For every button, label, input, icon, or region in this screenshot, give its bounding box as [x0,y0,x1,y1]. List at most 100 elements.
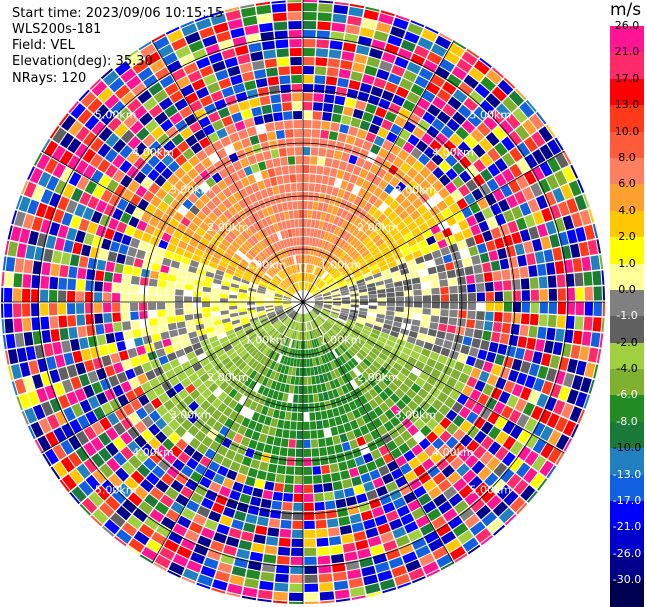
velocity-gate [287,12,302,21]
velocity-gate [366,282,376,288]
velocity-gate [257,209,265,220]
velocity-gate [228,364,238,374]
velocity-gate [414,233,425,243]
velocity-gate [82,148,96,164]
velocity-gate [307,385,313,394]
velocity-gate [74,143,89,159]
velocity-gate [301,313,303,322]
velocity-gate [44,140,59,157]
velocity-gate [431,294,440,302]
velocity-gate [328,49,342,59]
velocity-gate [190,336,200,345]
velocity-gate [342,542,356,553]
velocity-gate [114,536,127,547]
velocity-gate [319,582,334,592]
velocity-gate [223,344,233,353]
colorbar-cell: 0.0 [610,283,644,317]
velocity-gate [388,102,401,115]
velocity-gate [294,219,299,228]
velocity-gate [224,325,233,332]
velocity-gate [247,174,257,185]
velocity-gate [23,332,34,346]
velocity-gate [311,376,316,385]
velocity-gate [418,192,430,204]
velocity-gate [329,283,337,289]
velocity-gate [419,179,431,191]
velocity-gate [45,431,59,447]
velocity-gate [291,529,303,538]
velocity-gate [337,367,345,376]
velocity-gate [335,335,343,344]
velocity-gate [508,130,523,146]
velocity-gate [574,194,587,211]
velocity-gate [211,409,222,421]
velocity-gate [483,116,498,131]
velocity-gate [431,249,442,259]
velocity-gate [379,402,390,413]
velocity-gate [492,188,505,202]
velocity-gate [91,121,106,136]
velocity-gate [511,231,522,245]
velocity-gate [248,346,257,355]
velocity-gate [467,310,476,320]
velocity-gate [400,162,412,174]
velocity-gate [275,382,282,391]
velocity-gate [303,57,315,66]
velocity-gate [309,255,313,264]
velocity-gate [202,297,211,302]
velocity-gate [16,347,28,363]
velocity-gate [419,400,431,412]
velocity-gate [32,185,45,201]
velocity-gate [181,161,193,173]
velocity-gate [121,293,130,302]
velocity-gate [528,390,541,405]
velocity-gate [406,61,422,75]
velocity-gate [313,348,318,357]
velocity-gate [410,271,420,279]
velocity-gate [148,140,162,154]
velocity-gate [303,394,309,403]
velocity-gate [382,502,396,514]
velocity-gate [508,90,525,107]
velocity-gate [517,254,527,267]
velocity-gate [198,116,211,128]
velocity-gate [365,256,375,265]
velocity-gate [195,227,206,237]
velocity-gate [163,193,175,205]
velocity-gate [287,0,302,3]
velocity-gate [249,193,258,204]
velocity-gate [363,325,373,332]
velocity-gate [310,265,315,274]
velocity-gate [291,265,296,274]
velocity-gate [393,321,402,328]
velocity-gate [67,303,76,315]
velocity-gate [15,195,23,210]
velocity-gate [399,383,410,394]
velocity-gate [505,114,521,130]
velocity-gate [265,305,274,308]
velocity-gate [77,414,90,429]
velocity-gate [449,133,463,147]
velocity-gate [558,231,569,246]
velocity-gate [423,252,434,262]
velocity-gate [575,391,588,408]
velocity-gate [520,313,530,325]
velocity-gate [398,107,411,120]
velocity-gate [453,40,467,50]
velocity-gate [219,260,228,268]
velocity-gate [455,326,465,336]
velocity-gate [192,216,203,227]
velocity-gate [168,432,181,444]
velocity-gate [21,180,29,195]
velocity-gate [60,439,74,455]
velocity-gate [128,492,143,507]
velocity-gate [5,350,10,365]
velocity-gate [283,111,293,120]
velocity-gate [126,165,140,179]
velocity-gate [222,187,233,198]
velocity-gate [400,226,410,237]
range-ring-label: 1.00km [320,334,362,347]
velocity-gate [272,319,280,326]
velocity-gate [197,574,214,587]
velocity-gate [526,337,537,350]
